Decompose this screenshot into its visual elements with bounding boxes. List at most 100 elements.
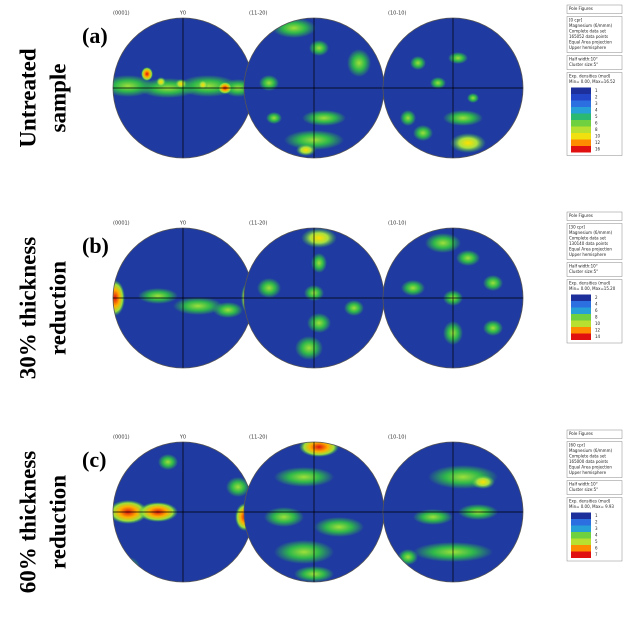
legend-text: Upper hemisphere bbox=[569, 252, 607, 257]
scale-swatch bbox=[571, 133, 591, 140]
legend-text: [60 cpr] bbox=[569, 443, 585, 448]
legend-text: Min= 0.00, Max=15.20 bbox=[569, 286, 616, 291]
density-blob bbox=[141, 67, 153, 81]
scale-swatch bbox=[571, 327, 591, 334]
sample-label: Untreated bbox=[15, 48, 40, 147]
density-blob bbox=[302, 110, 346, 126]
density-blob bbox=[274, 467, 334, 487]
density-blob bbox=[471, 475, 495, 489]
scale-swatch bbox=[571, 127, 591, 134]
panel-label: (a) bbox=[82, 23, 108, 48]
legend-text: Equal Area projection bbox=[569, 247, 612, 252]
legend-text: Cluster size:5° bbox=[569, 487, 598, 492]
legend-text: Min= 0.00, Max=16.52 bbox=[569, 79, 616, 84]
density-blob bbox=[116, 557, 140, 577]
density-blob bbox=[213, 302, 243, 318]
sample-label: 60% thickness bbox=[15, 451, 40, 594]
scale-swatch bbox=[571, 526, 591, 533]
scale-swatch bbox=[571, 532, 591, 539]
density-blob bbox=[311, 253, 327, 273]
density-blob bbox=[483, 275, 503, 291]
scale-swatch bbox=[571, 146, 591, 153]
density-blob bbox=[410, 56, 426, 70]
legend-text: 165000 data points bbox=[569, 459, 608, 464]
scale-swatch bbox=[571, 114, 591, 121]
density-blob bbox=[314, 517, 364, 537]
figure-label: (0001) bbox=[113, 221, 130, 227]
legend-text: Cluster size:5° bbox=[569, 62, 598, 67]
sample-label: 30% thickness bbox=[15, 237, 40, 380]
density-blob bbox=[299, 437, 339, 457]
scale-swatch bbox=[571, 513, 591, 520]
legend-text: Half width:10° bbox=[569, 57, 598, 62]
density-blob bbox=[456, 250, 480, 266]
scale-swatch bbox=[571, 101, 591, 108]
scale-swatch bbox=[571, 107, 591, 114]
sample-label: reduction bbox=[45, 261, 70, 355]
scale-swatch bbox=[571, 321, 591, 328]
y-direction: Y0 bbox=[179, 221, 186, 227]
density-blob bbox=[257, 278, 281, 298]
density-blob bbox=[274, 540, 334, 564]
legend-text: Half width:10° bbox=[569, 264, 598, 269]
density-blob bbox=[413, 125, 433, 141]
density-blob bbox=[307, 313, 331, 333]
scale-swatch bbox=[571, 295, 591, 302]
density-blob bbox=[138, 288, 178, 304]
scale-swatch bbox=[571, 308, 591, 315]
scale-swatch bbox=[571, 519, 591, 526]
legend-text: Pole Figures bbox=[569, 213, 593, 218]
density-blob bbox=[344, 300, 364, 316]
density-blob bbox=[264, 507, 304, 527]
density-blob bbox=[450, 133, 486, 153]
figure-label: (0001) bbox=[113, 11, 130, 17]
scale-label: 10 bbox=[595, 134, 601, 139]
density-blob bbox=[443, 110, 483, 126]
density-blob bbox=[266, 112, 282, 124]
figure-label: (10-10) bbox=[388, 221, 406, 227]
density-blob bbox=[198, 80, 208, 90]
density-blob bbox=[483, 320, 503, 336]
sample-label: sample bbox=[45, 64, 70, 133]
density-blob bbox=[259, 75, 279, 91]
legend-text: Pole Figures bbox=[569, 6, 593, 11]
legend-text: Magnesium (6/mmm) bbox=[569, 230, 612, 235]
density-blob bbox=[413, 509, 453, 525]
scale-swatch bbox=[571, 539, 591, 546]
legend-text: Exp. densities (mud) bbox=[569, 281, 611, 286]
density-blob bbox=[430, 77, 446, 89]
scale-swatch bbox=[571, 120, 591, 127]
legend-text: Cluster size:5° bbox=[569, 269, 598, 274]
y-direction: Y0 bbox=[179, 11, 186, 17]
scale-label: 16 bbox=[595, 147, 601, 152]
density-blob bbox=[301, 228, 337, 248]
density-blob bbox=[401, 280, 425, 296]
legend-text: Pole Figures bbox=[569, 431, 593, 436]
density-blob bbox=[175, 79, 187, 89]
scale-swatch bbox=[571, 552, 591, 559]
density-blob bbox=[156, 77, 166, 87]
scale-swatch bbox=[571, 88, 591, 95]
scale-swatch bbox=[571, 545, 591, 552]
legend-text: Complete data set bbox=[569, 236, 606, 241]
panel-label: (c) bbox=[82, 447, 106, 472]
scale-swatch bbox=[571, 334, 591, 341]
density-blob bbox=[295, 336, 323, 360]
legend-text: Equal Area projection bbox=[569, 465, 612, 470]
legend-text: Half width:10° bbox=[569, 482, 598, 487]
figure: Untreatedsample(a)(0001)Y0X0(11-20)(10-1… bbox=[0, 0, 624, 630]
scale-label: 12 bbox=[595, 140, 601, 145]
density-blob bbox=[467, 93, 479, 103]
density-blob bbox=[347, 49, 371, 77]
scale-label: 12 bbox=[595, 328, 601, 333]
density-blob bbox=[400, 110, 416, 126]
legend-text: Min= 0.00, Max= 9.93 bbox=[569, 504, 614, 509]
scale-swatch bbox=[571, 301, 591, 308]
legend-text: [0 cpr] bbox=[569, 18, 583, 23]
figure-label: (11-20) bbox=[249, 221, 267, 227]
legend-text: Exp. densities (mud) bbox=[569, 74, 611, 79]
legend-text: Complete data set bbox=[569, 454, 606, 459]
legend-text: Exp. densities (mud) bbox=[569, 499, 611, 504]
legend-text: Magnesium (6/mmm) bbox=[569, 23, 612, 28]
figure-label: (11-20) bbox=[249, 435, 267, 441]
